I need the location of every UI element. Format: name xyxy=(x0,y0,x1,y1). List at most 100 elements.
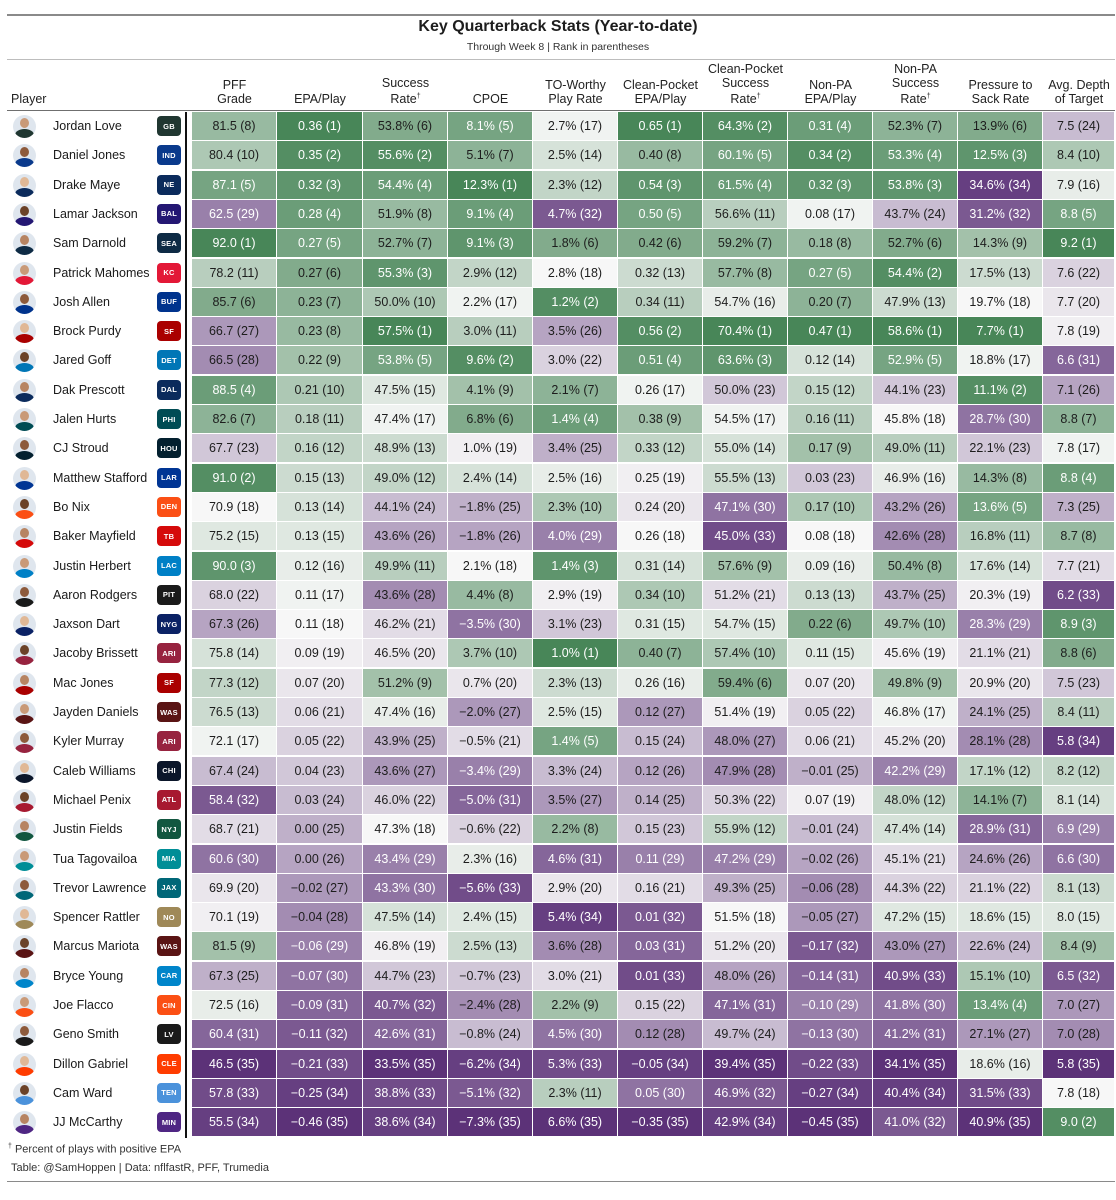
stat-cell-pff: 67.3 (25) xyxy=(192,961,276,990)
header-line-text: TO-Worthy xyxy=(545,78,606,92)
header-npa-sr: Non-PA Success Rate† xyxy=(873,62,958,106)
team-logo-icon: ARI xyxy=(157,643,181,664)
stat-cell-epa: −0.06 (29) xyxy=(277,932,362,961)
stat-cell-npa-epa: 0.05 (22) xyxy=(788,698,872,726)
stat-cell-sr: 44.7% (23) xyxy=(363,961,447,990)
team-abbreviation: CIN xyxy=(162,1000,176,1010)
header-line-text: Success xyxy=(721,75,770,90)
stat-cell-epa: 0.16 (12) xyxy=(277,434,362,463)
player-name: Geno Smith xyxy=(53,1027,120,1042)
footnote-dagger: † xyxy=(8,1143,12,1150)
team-logo-icon: IND xyxy=(157,145,181,166)
stat-cell-adot: 7.8 (17) xyxy=(1043,434,1114,463)
stat-cell-cpoe: −0.8% (24) xyxy=(448,1020,532,1049)
stat-cell-sr: 53.8% (5) xyxy=(363,346,447,375)
stat-cell-npa-sr: 42.2% (29) xyxy=(873,756,957,785)
stat-cell-cp-sr: 42.9% (34) xyxy=(703,1108,787,1137)
stat-cell-cp-epa: 0.34 (11) xyxy=(618,287,702,316)
stat-cell-npa-epa: 0.20 (7) xyxy=(788,287,872,316)
stat-cell-sr: 44.1% (24) xyxy=(363,492,447,521)
stat-cell-p2s: 28.1% (28) xyxy=(958,727,1042,756)
stat-cell-npa-sr: 43.7% (25) xyxy=(873,580,957,609)
stat-cell-cpoe: 2.5% (13) xyxy=(448,932,532,961)
team-abbreviation: NYJ xyxy=(161,824,177,834)
stat-cell-pff: 68.7 (21) xyxy=(192,815,276,844)
stat-cell-npa-sr: 42.6% (28) xyxy=(873,522,957,551)
stat-cell-npa-sr: 47.2% (15) xyxy=(873,903,957,932)
stat-cell-adot: 8.9 (3) xyxy=(1043,610,1114,639)
stat-cell-pff: 46.5 (35) xyxy=(192,1049,276,1078)
stat-cell-pff: 82.6 (7) xyxy=(192,405,276,433)
stat-cell-sr: 38.6% (34) xyxy=(363,1108,447,1137)
stat-cell-adot: 5.8 (35) xyxy=(1043,1049,1114,1078)
stat-cell-p2s: 28.7% (30) xyxy=(958,405,1042,433)
team-logo-icon: NE xyxy=(157,174,181,195)
player-headshot xyxy=(13,378,36,402)
table-row: Bryce Young CAR 67.3 (25) −0.07 (30) 44.7% (… xyxy=(7,961,1115,991)
stat-cell-adot: 7.0 (28) xyxy=(1043,1020,1114,1049)
credit-line: Table: @SamHoppen | Data: nflfastR, PFF,… xyxy=(11,1162,269,1174)
stat-cell-npa-epa: −0.06 (28) xyxy=(788,873,872,902)
stat-cell-tow: 2.8% (18) xyxy=(533,258,617,287)
table-row: Justin Fields NYJ 68.7 (21) 0.00 (25) 47.3% … xyxy=(7,815,1115,844)
stat-cell-epa: 0.21 (10) xyxy=(277,375,362,404)
player-headshot xyxy=(13,583,36,607)
stat-cell-pff: 66.5 (28) xyxy=(192,346,276,375)
stat-cell-cp-sr: 51.5% (18) xyxy=(703,903,787,932)
team-logo-icon: CAR xyxy=(157,965,181,986)
stat-cell-sr: 43.9% (25) xyxy=(363,727,447,756)
table-row: Marcus Mariota WAS 81.5 (9) −0.06 (29) 46.8%… xyxy=(7,932,1115,961)
team-abbreviation: NO xyxy=(163,912,175,922)
stat-cell-npa-epa: 0.09 (16) xyxy=(788,551,872,580)
stat-cell-tow: 2.5% (14) xyxy=(533,141,617,170)
stat-cell-p2s: 22.1% (23) xyxy=(958,434,1042,463)
team-logo-icon: GB xyxy=(157,116,181,136)
stat-cell-cpoe: 2.9% (12) xyxy=(448,258,532,287)
stat-cell-tow: 3.5% (26) xyxy=(533,317,617,346)
stat-cell-adot: 8.8 (4) xyxy=(1043,463,1114,492)
table-row: Dillon Gabriel CLE 46.5 (35) −0.21 (33) 33.5… xyxy=(7,1049,1115,1079)
header-line-text: Rate xyxy=(390,92,417,106)
team-logo-icon: NYG xyxy=(157,614,181,635)
header-line: Clean-Pocket xyxy=(708,62,783,76)
stat-cell-npa-epa: −0.13 (30) xyxy=(788,1020,872,1049)
stat-cell-p2s: 20.9% (20) xyxy=(958,668,1042,697)
stat-cell-npa-sr: 43.7% (24) xyxy=(873,199,957,228)
player-name: Sam Darnold xyxy=(53,236,126,251)
stat-cell-p2s: 31.2% (32) xyxy=(958,199,1042,228)
player-headshot xyxy=(13,290,36,314)
stat-cell-tow: 4.7% (32) xyxy=(533,199,617,228)
team-abbreviation: DET xyxy=(161,355,177,365)
player-name: Jared Goff xyxy=(53,353,112,368)
header-line: EPA/Play xyxy=(635,92,687,106)
stat-cell-npa-sr: 45.6% (19) xyxy=(873,639,957,668)
team-logo-icon: BAL xyxy=(157,203,181,224)
player-name: Brock Purdy xyxy=(53,324,122,339)
team-logo-icon: MIA xyxy=(157,848,181,869)
stat-cell-cp-sr: 54.5% (17) xyxy=(703,405,787,433)
stat-cell-pff: 70.1 (19) xyxy=(192,903,276,932)
stat-cell-epa: −0.11 (32) xyxy=(277,1020,362,1049)
player-headshot xyxy=(13,847,36,871)
stat-cell-adot: 7.5 (23) xyxy=(1043,668,1114,697)
stat-cell-epa: 0.23 (8) xyxy=(277,317,362,346)
header-line-text: Rate xyxy=(730,92,757,106)
stat-cell-cp-epa: 0.24 (20) xyxy=(618,492,702,521)
header-npa-epa: Non-PA EPA/Play xyxy=(788,62,873,106)
stat-cell-cp-epa: 0.01 (32) xyxy=(618,903,702,932)
stat-cell-sr: 57.5% (1) xyxy=(363,317,447,346)
stat-cell-npa-sr: 48.0% (12) xyxy=(873,785,957,814)
stat-cell-epa: 0.00 (25) xyxy=(277,815,362,844)
stat-cell-cp-epa: 0.56 (2) xyxy=(618,317,702,346)
stat-cell-cpoe: −2.0% (27) xyxy=(448,698,532,726)
stat-cell-adot: 8.7 (8) xyxy=(1043,522,1114,551)
stat-cell-adot: 6.6 (31) xyxy=(1043,346,1114,375)
stat-cell-cpoe: −0.6% (22) xyxy=(448,815,532,844)
stat-cell-tow: 1.4% (3) xyxy=(533,551,617,580)
team-logo-icon: TB xyxy=(157,526,181,547)
table-row: Jacoby Brissett ARI 75.8 (14) 0.09 (19) 46.5… xyxy=(7,639,1115,668)
stat-cell-sr: 47.4% (16) xyxy=(363,698,447,726)
stat-cell-npa-sr: 43.0% (27) xyxy=(873,932,957,961)
stat-cell-npa-epa: −0.02 (26) xyxy=(788,844,872,873)
team-logo-icon: DET xyxy=(157,350,181,371)
